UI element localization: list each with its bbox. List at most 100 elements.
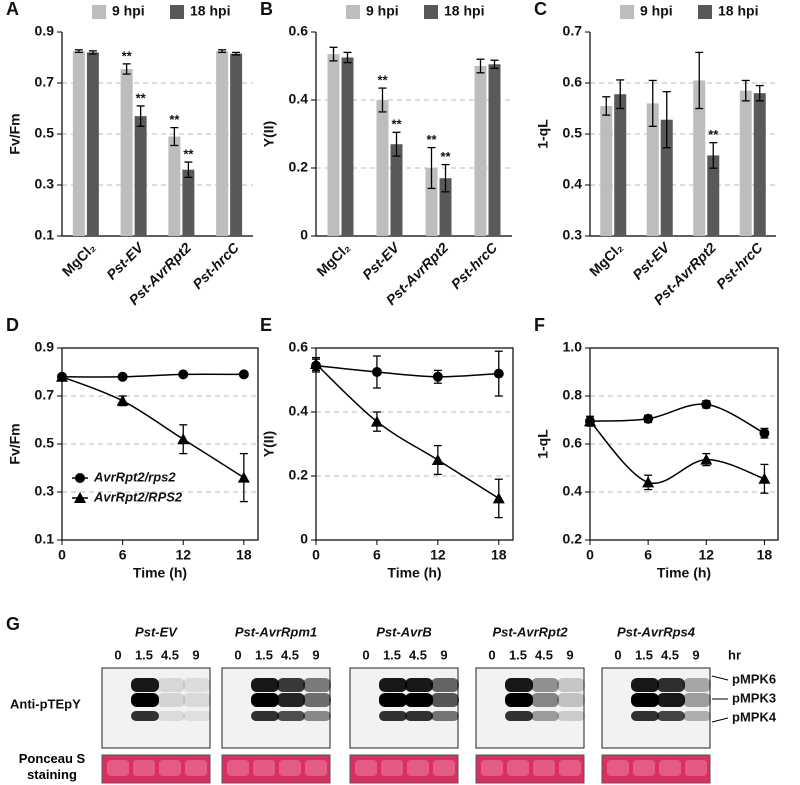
band <box>557 711 585 721</box>
bar <box>474 66 487 236</box>
band <box>657 693 685 707</box>
ponceau-band <box>433 760 455 776</box>
x-axis-label: Time (h) <box>657 565 711 581</box>
y-tick-label: 0.6 <box>563 435 583 451</box>
panel-letter: F <box>534 315 545 335</box>
legend-label: 9 hpi <box>112 3 145 19</box>
legend-label: 9 hpi <box>640 3 673 19</box>
x-tick-label: 6 <box>119 547 127 563</box>
error-bar <box>170 126 179 147</box>
band <box>505 711 533 721</box>
error-bar <box>343 51 352 64</box>
ponceau-band <box>133 760 155 776</box>
y-axis-label: Fv/Fm <box>7 113 23 154</box>
error-bar <box>695 51 704 110</box>
band <box>431 678 459 692</box>
significance: ** <box>391 117 402 132</box>
y-tick-label: 0.3 <box>35 483 55 499</box>
strain-label: Pst-AvrB <box>376 624 432 639</box>
band <box>251 711 279 721</box>
ponceau-band <box>633 760 655 776</box>
row-label: Ponceau S staining <box>18 751 86 782</box>
band <box>405 693 433 707</box>
x-tick-label: 18 <box>491 547 507 563</box>
timepoint-label: 0 <box>362 647 369 662</box>
bar <box>327 54 340 236</box>
band <box>657 678 685 692</box>
marker <box>493 368 504 379</box>
significance: ** <box>122 48 133 63</box>
x-tick-label: MgCl₂ <box>59 239 99 279</box>
legend-label: AvrRpt2/rps2 <box>93 469 176 484</box>
marker <box>238 369 249 380</box>
significance: ** <box>377 73 388 88</box>
marker <box>492 492 505 504</box>
band <box>183 711 211 721</box>
band <box>277 711 305 721</box>
x-tick-label: 0 <box>312 547 320 563</box>
error-bar <box>741 79 750 102</box>
legend-marker <box>75 473 85 483</box>
x-tick-label: Pst-hrcC <box>189 239 242 292</box>
error-bar <box>755 84 764 102</box>
legend-swatch <box>698 5 712 19</box>
error-bar <box>232 51 241 56</box>
error-bar <box>184 161 193 179</box>
panel-letter: C <box>534 0 547 19</box>
ponceau-band <box>533 760 555 776</box>
timepoint-label: 9 <box>192 647 199 662</box>
band-label: pMPK6 <box>732 671 776 686</box>
band <box>303 693 331 707</box>
plot-frame <box>589 347 779 541</box>
y-tick-label: 0.6 <box>289 339 309 355</box>
y-tick-label: 0.9 <box>35 339 55 355</box>
y-tick-label: 0.6 <box>563 74 583 90</box>
ponceau-band <box>407 760 429 776</box>
band <box>631 711 659 721</box>
y-axis-label: 1-qL <box>535 119 551 149</box>
timepoint-label: 9 <box>692 647 699 662</box>
y-tick-label: 0.4 <box>563 483 583 499</box>
band <box>531 711 559 721</box>
line <box>589 403 765 434</box>
band <box>303 678 331 692</box>
error-bar <box>602 96 611 116</box>
y-tick-label: 0.5 <box>563 125 583 141</box>
y-tick-label: 0.7 <box>35 74 55 90</box>
x-tick-label: Pst-EV <box>103 238 147 282</box>
legend-marker <box>74 492 86 503</box>
y-tick-label: 0.7 <box>563 23 583 39</box>
ponceau-band <box>185 760 207 776</box>
error-bar <box>392 131 401 157</box>
x-tick-label: Pst-EV <box>359 238 403 282</box>
band <box>431 693 459 707</box>
x-axis-label: Time (h) <box>133 565 187 581</box>
band <box>531 693 559 707</box>
x-tick-label: MgCl₂ <box>586 239 626 279</box>
legend-swatch <box>170 5 184 19</box>
y-tick-label: 0.4 <box>289 403 309 419</box>
timepoint-label: 1.5 <box>135 647 153 662</box>
y-tick-label: 0.1 <box>35 227 55 243</box>
bar <box>216 51 229 236</box>
marker <box>370 415 383 427</box>
bar <box>614 94 627 236</box>
x-tick-label: 0 <box>586 547 594 563</box>
y-tick-label: 0.5 <box>35 435 55 451</box>
bar <box>753 93 766 236</box>
band-label: pMPK4 <box>732 709 777 724</box>
error-bar <box>441 163 450 193</box>
bar <box>693 80 706 236</box>
band <box>379 678 407 692</box>
line <box>61 376 245 479</box>
band <box>505 693 533 707</box>
timepoint-label: 4.5 <box>661 647 679 662</box>
y-tick-label: 0.3 <box>35 176 55 192</box>
band <box>379 693 407 707</box>
y-tick-label: 0.9 <box>35 23 55 39</box>
marker <box>371 367 382 377</box>
panel-letter: D <box>6 315 19 335</box>
error-bar <box>136 105 145 127</box>
y-tick-label: 0.2 <box>289 467 309 483</box>
marker <box>310 358 322 369</box>
